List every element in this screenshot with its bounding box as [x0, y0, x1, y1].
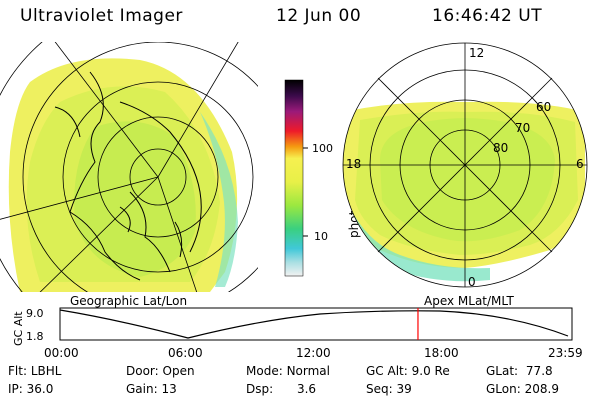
door-value: Open — [162, 364, 195, 378]
colorbar-tick-10: 10 — [314, 230, 328, 243]
info-dsp: Dsp: 3.6 — [246, 382, 317, 396]
timeline-ylabel: GC Alt — [12, 311, 25, 346]
mlat-label-70: 70 — [515, 121, 530, 135]
info-gc-alt: GC Alt: 9.0 Re — [366, 364, 450, 378]
geographic-map-panel — [0, 42, 258, 292]
timeline-xtick-0000: 00:00 — [44, 346, 79, 360]
info-flt: Flt: LBHL — [8, 364, 62, 378]
mode-value: Normal — [286, 364, 330, 378]
mlat-label-80: 80 — [493, 141, 508, 155]
info-mode: Mode: Normal — [246, 364, 330, 378]
mlt-label-12: 12 — [469, 46, 484, 60]
time-label: 16:46:42 UT — [432, 6, 543, 26]
date-label: 12 Jun 00 — [276, 6, 362, 26]
mlt-label-0: 0 — [468, 275, 476, 289]
glat-value: 77.8 — [525, 364, 553, 378]
mlat-label-60: 60 — [536, 100, 551, 114]
polar-panel-label: Apex MLat/MLT — [424, 294, 514, 308]
gain-value: 13 — [161, 382, 177, 396]
timeline-xtick-0600: 06:00 — [168, 346, 203, 360]
orbit-altitude-timeline: GC Alt 9.0 1.8 00:00 06:00 12:00 18:00 2… — [12, 307, 583, 360]
mlt-label-6: 6 — [576, 157, 584, 171]
timeline-xtick-1200: 12:00 — [296, 346, 331, 360]
polar-plot-panel: 12 18 6 0 60 70 80 — [342, 42, 588, 289]
info-glon: GLon: 208.9 — [486, 382, 559, 396]
timeline-xtick-1800: 18:00 — [424, 346, 459, 360]
ip-value: 36.0 — [26, 382, 54, 396]
seq-value: 39 — [396, 382, 412, 396]
timeline-ytick-9: 9.0 — [26, 307, 44, 320]
timeline-ytick-1: 1.8 — [26, 330, 44, 343]
flt-value: LBHL — [30, 364, 62, 378]
colorbar-tick-100: 100 — [312, 142, 333, 155]
dsp-value: 3.6 — [296, 382, 317, 396]
info-seq: Seq: 39 — [366, 382, 412, 396]
mlt-label-18: 18 — [346, 157, 361, 171]
timeline-xtick-2359: 23:59 — [548, 346, 583, 360]
info-gain: Gain: 13 — [126, 382, 177, 396]
gc-alt-value: 9.0 Re — [411, 364, 450, 378]
info-door: Door: Open — [126, 364, 195, 378]
info-glat: GLat: 77.8 — [486, 364, 553, 378]
app-title: Ultraviolet Imager — [20, 6, 183, 26]
glon-value: 208.9 — [524, 382, 559, 396]
geographic-panel-label: Geographic Lat/Lon — [70, 294, 188, 308]
info-ip: IP: 36.0 — [8, 382, 54, 396]
